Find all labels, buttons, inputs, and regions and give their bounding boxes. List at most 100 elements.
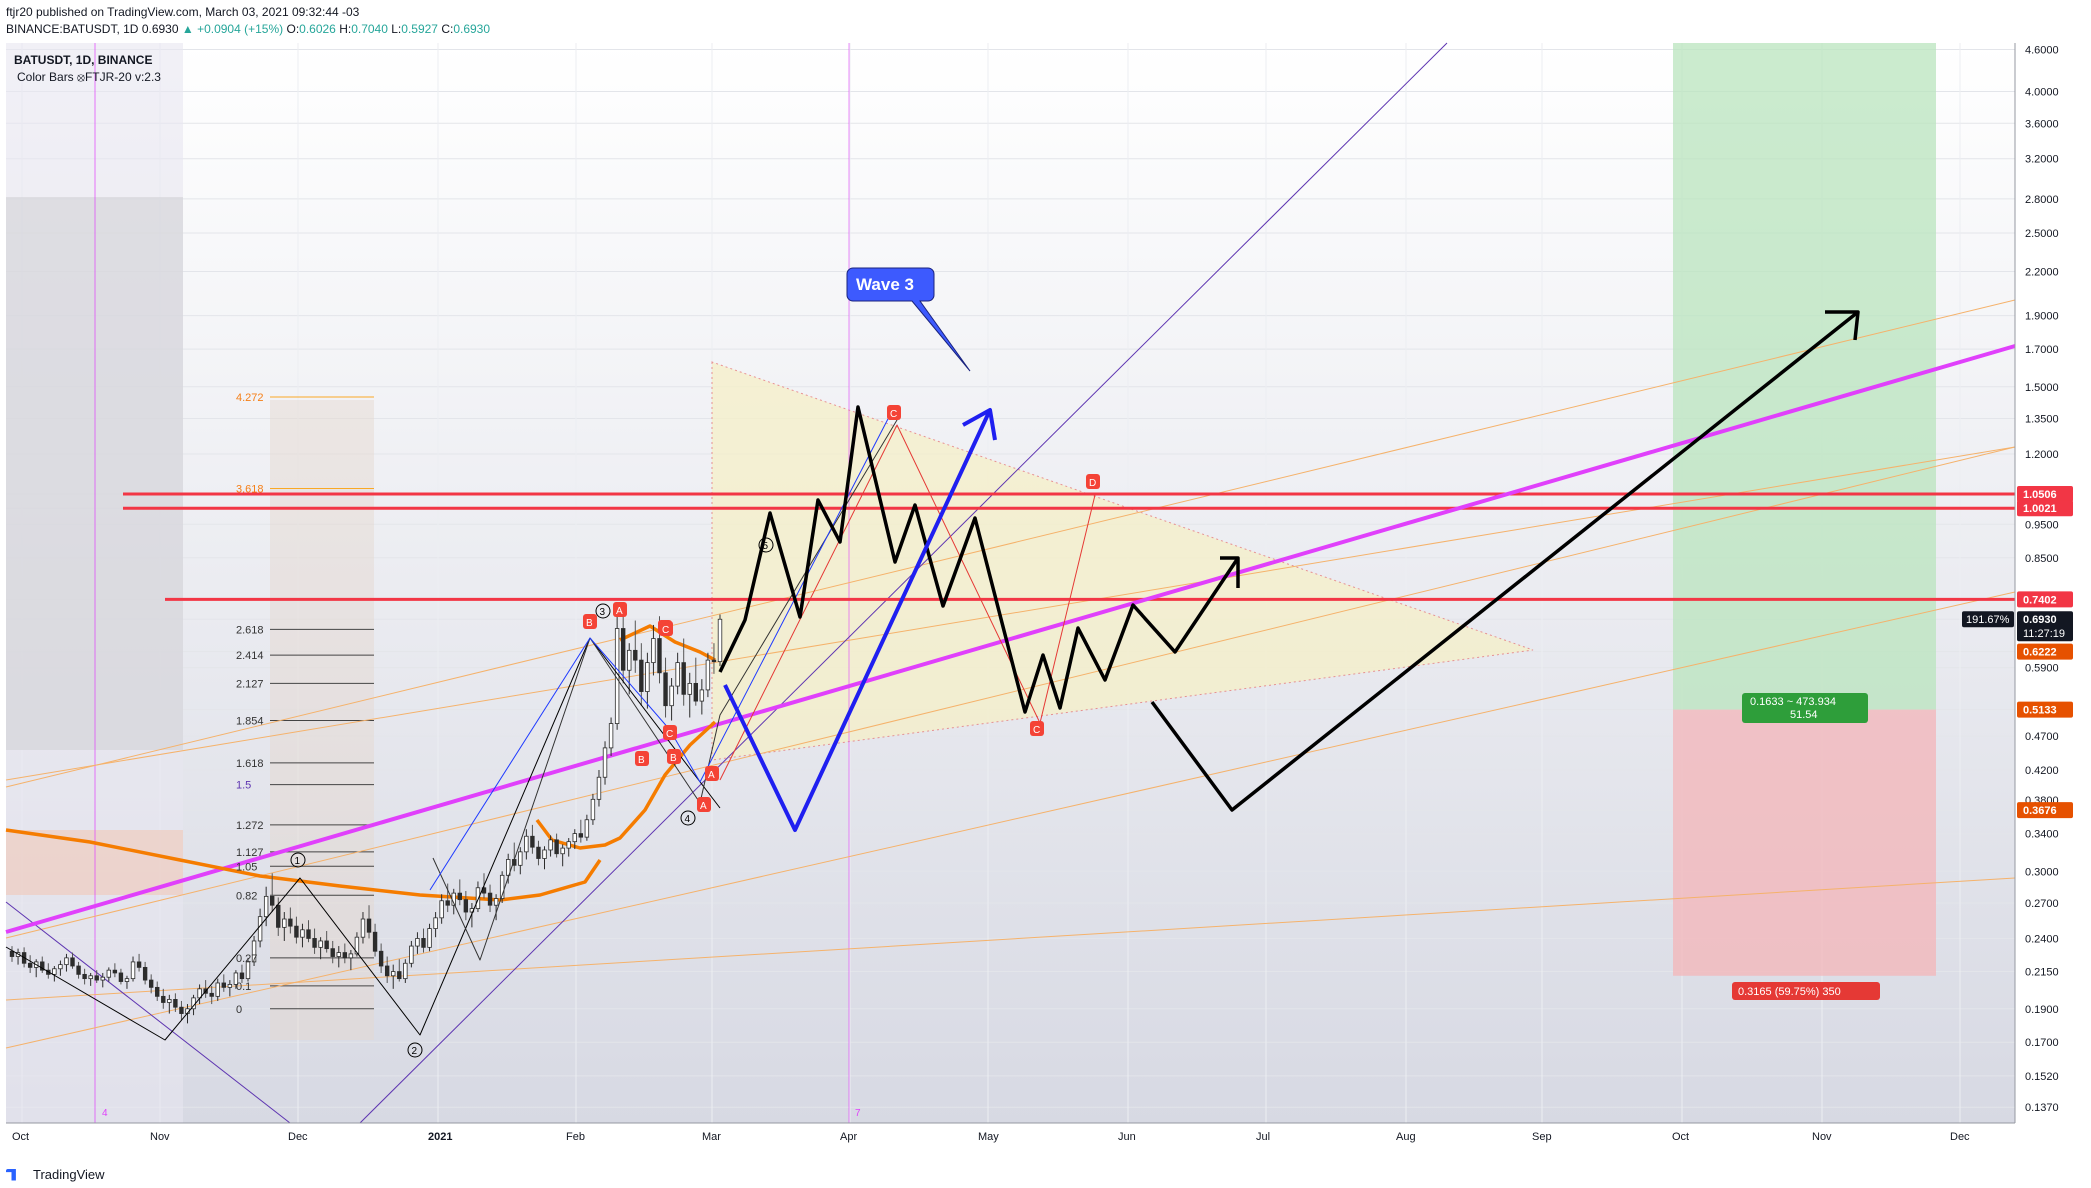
- time-axis[interactable]: Oct Nov Dec 2021 Feb Mar Apr May Jun Jul Aug Sep Oct…: [6, 1122, 2015, 1143]
- candle-body-113: [693, 682, 698, 702]
- last-price: 0.6930: [141, 22, 179, 36]
- orange-channel-4: [5, 446, 2016, 781]
- pattern-badge-3: [1086, 474, 1100, 489]
- wave-count-thin-2: [432, 414, 901, 961]
- wave-circle-1: [407, 1042, 423, 1058]
- fib-label-13: 0.1: [236, 981, 251, 993]
- candle-body-5: [40, 961, 45, 971]
- candle-body-18: [118, 972, 124, 982]
- candle-body-35: [221, 982, 226, 988]
- pattern-text-2: C: [1033, 725, 1040, 736]
- candle-body-45: [282, 918, 287, 928]
- candle-body-12: [82, 973, 87, 980]
- orange-channel-2: [5, 446, 2016, 939]
- fib-label-14: 0: [236, 1004, 242, 1016]
- fib-label-9: 1.127: [236, 847, 264, 859]
- candle-body-8: [58, 964, 63, 970]
- chart-labels: 4.272 3.618 2.618 2.414 2.127 1.854 1.618 1.5 1.…: [102, 267, 1880, 1119]
- price-badge-text-4: 0.6222: [2023, 647, 2057, 659]
- time-tick-9: Jul: [1256, 1131, 1270, 1143]
- fib-label-12: 0.27: [236, 953, 257, 965]
- low-label: L:: [391, 22, 402, 36]
- time-tick-12: Oct: [1672, 1131, 1689, 1143]
- price-badge-4: [2017, 643, 2073, 660]
- price-tick-6: 2.2000: [2025, 267, 2059, 279]
- candle-body-103: [633, 649, 638, 661]
- price-badge-3: [2017, 611, 2073, 642]
- price-tick-10: 1.3500: [2025, 414, 2059, 426]
- time-tick-6: Apr: [840, 1131, 857, 1143]
- candle-body-84: [518, 851, 523, 866]
- candle-body-86: [530, 835, 535, 848]
- candle-body-80: [493, 898, 499, 906]
- time-tick-1: Nov: [150, 1131, 170, 1143]
- price-badge-text-2: 0.7402: [2023, 594, 2057, 606]
- candle-body-65: [403, 962, 408, 980]
- purple-trend-up: [359, 42, 1448, 1124]
- pattern-badge-6: [705, 766, 719, 781]
- candle-body-14: [94, 975, 99, 981]
- wave3-callout-text: Wave 3: [856, 275, 914, 294]
- pattern-badge-9: [697, 797, 711, 812]
- candle-body-108: [663, 672, 668, 707]
- price-badges: 1.0506 1.0021 0.7402 0.6930 11:27:19 191.67% 0…: [1962, 485, 2073, 819]
- candle-body-67: [415, 938, 420, 947]
- price-tick-30: 0.1900: [2025, 1004, 2059, 1016]
- candle-body-38: [239, 972, 245, 980]
- candle-body-96: [590, 798, 596, 821]
- price-tick-11: 1.2000: [2025, 449, 2059, 461]
- candle-body-49: [306, 929, 311, 939]
- candle-body-3: [27, 962, 33, 968]
- candle-body-44: [276, 904, 281, 928]
- pct-badge-text: 191.67%: [1966, 614, 2010, 626]
- candle-body-93: [572, 833, 577, 843]
- price-tick-31: 0.1700: [2025, 1037, 2059, 1049]
- fib-label-8: 1.272: [236, 820, 264, 832]
- wave-circle-0: [290, 852, 306, 868]
- fib-label-10: 1.05: [236, 861, 257, 873]
- candle-body-36: [227, 984, 233, 988]
- price-tick-22: 0.4200: [2025, 765, 2059, 777]
- high-value: 0.7040: [351, 22, 388, 36]
- pattern-text-9: A: [700, 801, 707, 812]
- price-tick-25: 0.3400: [2025, 829, 2059, 841]
- wave-label-0: 1: [295, 856, 301, 867]
- candle-body-69: [427, 928, 432, 948]
- candle-body-70: [433, 917, 438, 929]
- orange-channel-0: [5, 299, 2016, 788]
- pattern-badge-8: [583, 614, 597, 629]
- candle-body-112: [687, 682, 692, 695]
- candle-body-43: [270, 895, 275, 906]
- candle-body-22: [142, 966, 148, 981]
- price-tick-2: 3.6000: [2025, 118, 2059, 130]
- candle-body-39: [245, 961, 251, 980]
- candle-body-58: [360, 918, 366, 938]
- price-badge-text-0: 1.0506: [2023, 489, 2057, 501]
- candle-body-97: [596, 776, 602, 800]
- tradingview-brand: TradingView: [33, 1167, 105, 1182]
- time-tick-4: Feb: [566, 1131, 585, 1143]
- candle-body-52: [324, 940, 329, 950]
- candle-body-25: [161, 995, 166, 1003]
- candle-body-13: [88, 975, 93, 980]
- price-badge-2: [2017, 591, 2073, 608]
- price-tick-4: 2.8000: [2025, 194, 2059, 206]
- stop-label: 0.3165 (59.75%) 350: [1738, 986, 1841, 998]
- tradingview-logo[interactable]: TradingView: [6, 1167, 105, 1182]
- price-axis[interactable]: 4.6000 4.0000 3.6000 3.2000 2.8000 2.5000 2.20…: [2014, 43, 2059, 1123]
- price-tick-27: 0.2700: [2025, 898, 2059, 910]
- candle-body-59: [366, 918, 372, 933]
- time-tick-3: 2021: [428, 1131, 452, 1143]
- fib-label-4: 2.127: [236, 678, 264, 690]
- candle-body-27: [173, 999, 178, 1008]
- price-tick-7: 1.9000: [2025, 311, 2059, 323]
- orange-channel-1: [5, 591, 2016, 1049]
- price-tick-28: 0.2400: [2025, 933, 2059, 945]
- candle-body-87: [536, 846, 541, 859]
- symbol-ohlc-line: BINANCE:BATUSDT, 1D 0.6930 ▲ +0.0904 (+1…: [6, 22, 490, 36]
- candle-body-104: [639, 659, 644, 692]
- target-zone: [1673, 43, 1936, 710]
- legend-symbol: BATUSDT, 1D, BINANCE: [14, 53, 152, 67]
- wave3-blue-path: [723, 409, 992, 832]
